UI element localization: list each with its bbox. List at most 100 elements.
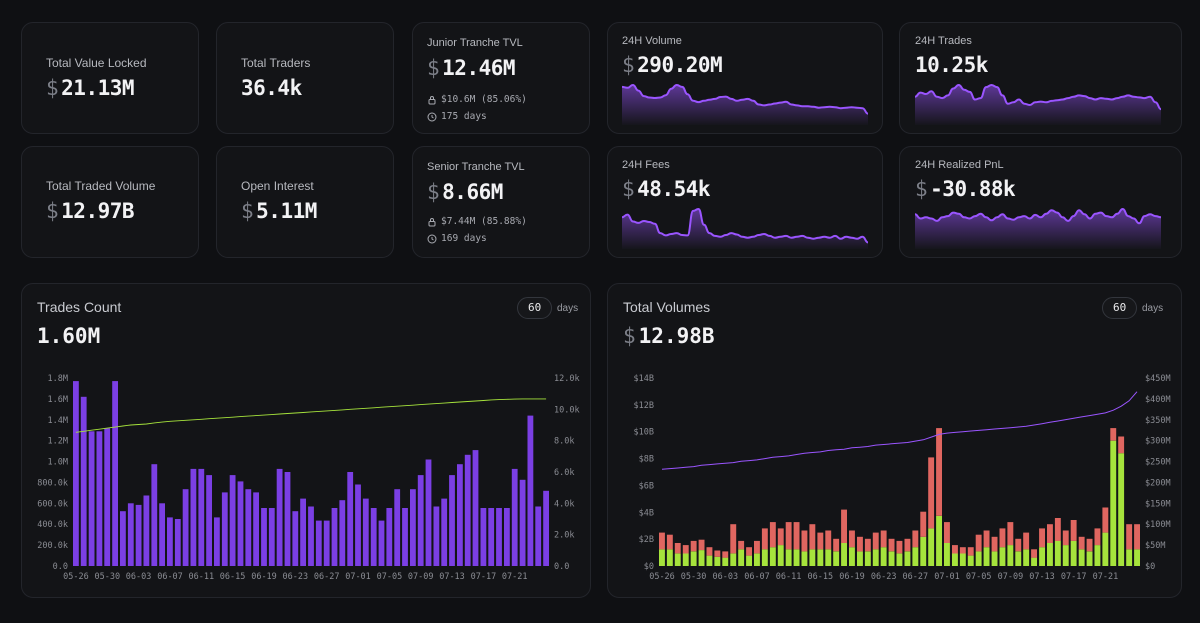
volume-24h-label: 24H Volume <box>622 35 682 47</box>
x-tick: 05-26 <box>649 572 675 582</box>
trades-count-title: Trades Count <box>37 299 122 315</box>
bar <box>1086 551 1093 566</box>
volume-24h-number: 290.20M <box>637 53 723 77</box>
bar <box>96 431 103 566</box>
bar <box>920 511 927 537</box>
bar <box>959 547 966 554</box>
bar <box>496 508 502 566</box>
bar <box>284 472 291 566</box>
y-right-tick: $100M <box>1145 520 1171 530</box>
bar <box>1007 522 1014 546</box>
bar <box>433 506 440 566</box>
bar <box>698 539 705 551</box>
bar <box>261 508 267 566</box>
x-tick: 06-15 <box>808 572 834 582</box>
bar <box>339 500 346 566</box>
bar <box>841 543 847 566</box>
pnl-24h-sparkline <box>915 207 1161 249</box>
senior-tranche-detail: $7.44M (85.88%) <box>427 216 527 227</box>
bar <box>1094 528 1101 546</box>
open-interest-label: Open Interest <box>241 179 314 193</box>
y-left-tick: 800.0k <box>37 478 68 488</box>
bar <box>833 538 840 552</box>
bar <box>983 547 990 566</box>
x-tick: 06-19 <box>839 572 865 582</box>
bar <box>659 549 665 566</box>
x-tick: 07-01 <box>934 572 960 582</box>
x-tick: 06-03 <box>126 572 152 582</box>
lock-icon <box>428 217 436 226</box>
senior-tranche-value: $8.66M <box>427 180 503 204</box>
y-left-tick: $14B <box>634 374 654 384</box>
bar <box>1054 540 1061 566</box>
y-left-tick: 600.0k <box>37 499 68 509</box>
bar <box>1070 520 1077 541</box>
currency-symbol: $ <box>623 324 636 348</box>
total-volumes-title: Total Volumes <box>623 299 711 315</box>
junior-tranche-value: $12.46M <box>427 56 516 80</box>
bar <box>944 543 950 566</box>
traders-value: 36.4k <box>241 76 302 100</box>
bar <box>127 503 134 566</box>
bar <box>1118 453 1125 566</box>
x-tick: 05-26 <box>63 572 89 582</box>
fees-24h-label: 24H Fees <box>622 159 670 171</box>
bar <box>936 428 942 516</box>
bar <box>1054 518 1061 541</box>
bar <box>425 459 432 566</box>
y-left-tick: $12B <box>634 401 654 411</box>
traded-volume-number: 12.97B <box>61 199 135 223</box>
open-interest-card: Open Interest $5.11M <box>216 146 394 258</box>
bar <box>880 530 887 548</box>
y-right-tick: $350M <box>1145 416 1171 426</box>
bar <box>690 540 697 552</box>
bar <box>904 538 911 552</box>
bar <box>1007 545 1014 566</box>
traders-label: Total Traders <box>241 56 311 70</box>
trades-range-selector[interactable]: 60 <box>517 297 553 319</box>
bar <box>928 528 935 566</box>
bar <box>698 550 705 566</box>
bar <box>1110 428 1117 441</box>
volumes-range-selector[interactable]: 60 <box>1102 297 1138 319</box>
bar <box>151 464 158 566</box>
bar <box>690 551 697 566</box>
volume-24h-sparkline <box>622 83 868 125</box>
traders-card: Total Traders 36.4k <box>216 22 394 134</box>
sparkline-area <box>915 85 1161 125</box>
y-left-tick: $2B <box>639 535 654 545</box>
bar <box>347 472 354 566</box>
bar <box>777 545 784 566</box>
bar <box>1047 524 1053 543</box>
bar <box>888 538 895 552</box>
y-right-tick: $400M <box>1145 395 1171 405</box>
junior-tranche-card: Junior Tranche TVL $12.46M $10.6M (85.06… <box>412 22 590 134</box>
bar <box>104 428 111 566</box>
y-right-tick: $50M <box>1145 541 1165 551</box>
bar <box>1110 440 1117 566</box>
bar <box>206 475 212 566</box>
bar <box>1039 547 1045 566</box>
bar <box>143 495 150 566</box>
bar <box>864 538 871 552</box>
bar <box>674 553 681 566</box>
x-tick: 06-11 <box>189 572 215 582</box>
currency-symbol: $ <box>427 56 440 80</box>
bar <box>80 396 87 566</box>
bar <box>331 508 338 566</box>
bar <box>315 520 322 566</box>
bar <box>1062 545 1069 566</box>
sparkline-area <box>622 85 868 125</box>
traded-volume-label: Total Traded Volume <box>46 179 156 193</box>
bar <box>730 553 737 566</box>
y-right-tick: $250M <box>1145 458 1171 468</box>
bar <box>120 511 126 566</box>
trades-range-unit: days <box>557 303 579 314</box>
bar <box>952 553 958 566</box>
x-tick: 06-27 <box>903 572 929 582</box>
bar <box>378 520 385 566</box>
bar <box>464 454 471 566</box>
bar <box>754 553 760 566</box>
bar <box>761 528 768 550</box>
bar <box>449 475 455 566</box>
